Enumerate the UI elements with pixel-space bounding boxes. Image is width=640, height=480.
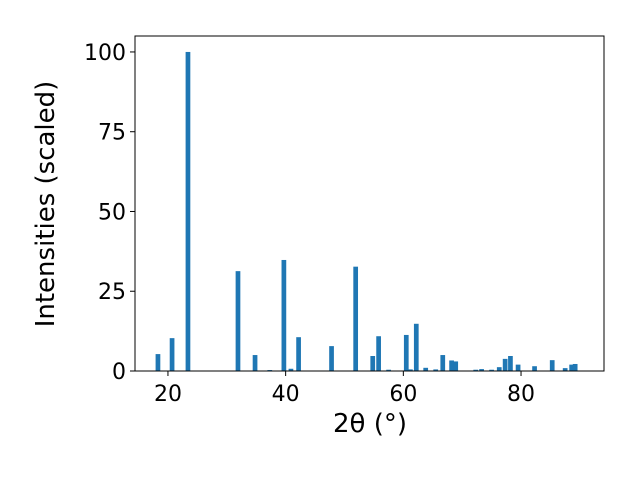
y-tick-label: 50 bbox=[98, 200, 126, 225]
bar bbox=[473, 369, 479, 371]
bar bbox=[453, 361, 459, 371]
plot-frame bbox=[134, 35, 605, 372]
y-axis-label: Intensities (scaled) bbox=[31, 81, 61, 328]
bar bbox=[440, 355, 446, 371]
bar bbox=[515, 364, 521, 371]
bar bbox=[562, 368, 568, 371]
bar bbox=[489, 369, 494, 371]
bar bbox=[296, 337, 301, 371]
bar bbox=[235, 271, 241, 371]
bar bbox=[572, 363, 578, 371]
bar bbox=[155, 354, 161, 371]
bar bbox=[376, 336, 381, 371]
bar bbox=[413, 323, 419, 371]
bar bbox=[403, 334, 409, 371]
bar bbox=[281, 259, 287, 371]
bar bbox=[408, 369, 413, 371]
bar bbox=[185, 51, 191, 371]
bar bbox=[353, 266, 359, 371]
bar bbox=[288, 368, 294, 371]
x-tick-label: 80 bbox=[507, 382, 535, 407]
y-tick-label: 75 bbox=[98, 121, 126, 146]
bar bbox=[532, 366, 537, 371]
bar bbox=[569, 364, 574, 371]
y-tick-label: 0 bbox=[112, 360, 126, 385]
bar bbox=[496, 367, 502, 371]
bar bbox=[433, 369, 439, 371]
x-tick-label: 60 bbox=[389, 382, 417, 407]
bar bbox=[252, 355, 258, 371]
x-axis-label: 2θ (°) bbox=[333, 409, 407, 439]
bar bbox=[508, 356, 513, 371]
bar bbox=[479, 369, 484, 371]
bar bbox=[549, 360, 555, 371]
bar bbox=[423, 367, 429, 371]
x-tick-label: 20 bbox=[154, 382, 182, 407]
bar bbox=[169, 338, 175, 371]
bar bbox=[386, 369, 391, 371]
bar bbox=[449, 360, 454, 371]
x-tick-label: 40 bbox=[272, 382, 300, 407]
bar bbox=[329, 346, 334, 371]
y-tick-label: 100 bbox=[84, 41, 126, 66]
y-tick-label: 25 bbox=[98, 280, 126, 305]
bar bbox=[370, 356, 376, 371]
bar bbox=[502, 358, 508, 371]
